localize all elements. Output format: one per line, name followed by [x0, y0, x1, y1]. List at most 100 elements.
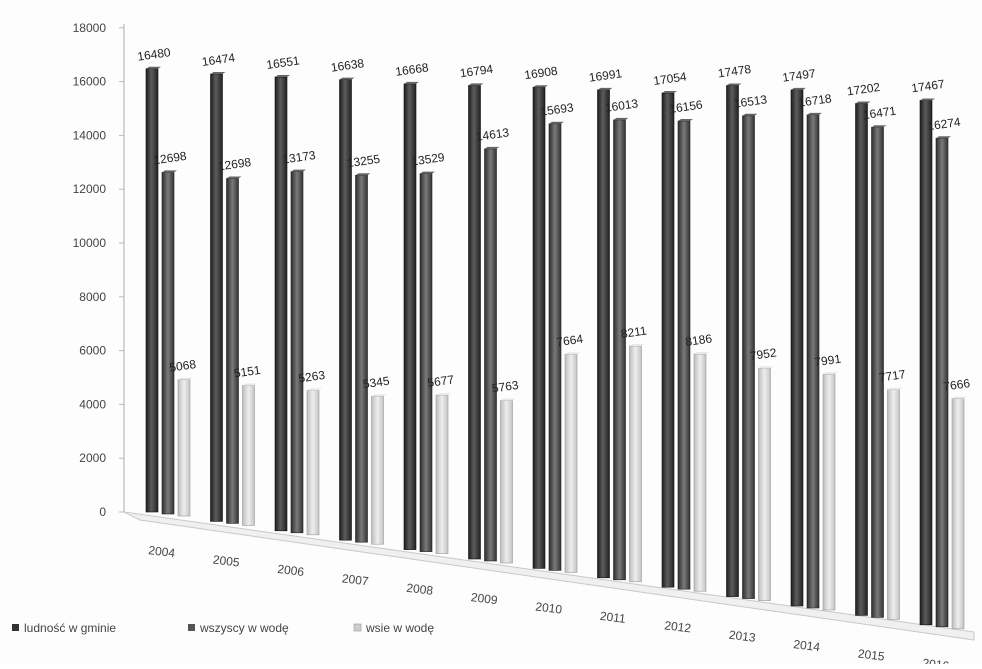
data-label-series0-2010: 16908 [523, 64, 558, 83]
bar-top-series2-2014 [823, 372, 838, 375]
bar-series1-2006 [290, 171, 304, 534]
bar-top-series2-2013 [758, 366, 774, 369]
y-tick-label: 0 [99, 505, 106, 519]
data-label-series0-2014: 17497 [781, 66, 816, 85]
bar-series0-2011 [597, 89, 610, 579]
data-label-series1-2013: 16513 [733, 92, 768, 111]
data-label-series0-2011: 16991 [588, 66, 623, 85]
bar-series2-2012 [693, 353, 707, 592]
bar-top-series1-2011 [613, 117, 629, 120]
bar-top-series2-2010 [565, 352, 580, 355]
y-tick-label: 10000 [73, 236, 107, 250]
bar-top-series2-2006 [307, 388, 322, 391]
bar-top-series0-2008 [404, 81, 419, 84]
bar-series0-2008 [403, 83, 417, 550]
data-label-series2-2010: 7664 [555, 332, 584, 350]
bar-series2-2005 [242, 385, 255, 526]
bar-top-series0-2007 [339, 77, 355, 80]
legend-swatch-1 [188, 624, 195, 631]
x-tick-label-2010: 2010 [535, 599, 564, 616]
data-label-series0-2004: 16480 [136, 45, 171, 64]
bar-top-series2-2015 [887, 387, 903, 390]
data-label-series1-2012: 16156 [668, 97, 703, 116]
x-tick-label-2008: 2008 [406, 581, 435, 598]
bar-top-series2-2004 [178, 377, 193, 380]
bar-top-series0-2015 [855, 101, 871, 104]
x-tick-label-2015: 2015 [857, 646, 886, 663]
x-tick-label-2016: 2016 [922, 656, 951, 664]
bar-series2-2011 [629, 345, 642, 583]
x-tick-label-2014: 2014 [793, 637, 822, 654]
bar-top-series1-2004 [162, 170, 177, 173]
bar-series2-2006 [306, 390, 320, 536]
x-tick-label-2004: 2004 [148, 543, 177, 560]
data-label-series1-2011: 16013 [604, 96, 639, 115]
legend-item-0: ludność w gminie [12, 621, 116, 635]
x-tick-label-2013: 2013 [728, 628, 757, 645]
bar-top-series0-2004 [146, 66, 161, 69]
bar-top-series0-2009 [468, 83, 484, 86]
data-labels: 16480 12698 5068 16474 12698 5151 16551 13173 52… [136, 45, 971, 395]
bar-series0-2004 [145, 68, 159, 513]
data-label-series1-2015: 16471 [862, 104, 897, 123]
bar-top-series0-2006 [275, 74, 290, 77]
bar-top-series2-2007 [371, 394, 387, 397]
bar-series2-2015 [887, 389, 900, 620]
legend-item-1: wszyscy w wodę [188, 621, 289, 635]
data-label-series2-2016: 7666 [942, 376, 971, 394]
legend-label-1: wszyscy w wodę [199, 621, 289, 635]
bar-series2-2010 [564, 353, 578, 573]
y-tick-labels: 0 2000 4000 6000 8000 10000 12000 14000 16000 180… [73, 21, 124, 519]
bar-top-series2-2011 [629, 343, 645, 346]
bar-top-series1-2008 [420, 171, 435, 174]
x-tick-label-2012: 2012 [664, 618, 693, 635]
bar-series2-2007 [371, 395, 384, 545]
bar-series1-2005 [226, 178, 239, 524]
bar-series1-2007 [355, 175, 368, 543]
data-label-series0-2005: 16474 [201, 50, 236, 69]
legend-swatch-0 [12, 624, 19, 631]
bar-series1-2010 [548, 123, 562, 571]
bar-top-series1-2009 [484, 146, 500, 149]
bar-top-series1-2006 [291, 169, 306, 172]
bar-top-series0-2013 [726, 83, 742, 86]
floor-plane [123, 511, 975, 641]
bar-top-series2-2005 [242, 383, 258, 386]
data-label-series2-2005: 5151 [233, 363, 262, 381]
x-tick-labels: 2004 2005 2006 2007 2008 2009 2010 2011 2012 2013… [148, 543, 951, 669]
data-label-series1-2016: 16274 [926, 115, 961, 134]
bar-top-series2-2009 [500, 398, 516, 401]
legend: ludność w gminie wszyscy w wodę wsie w w… [12, 621, 434, 635]
bar-top-series0-2016 [920, 98, 935, 101]
bar-series2-2014 [822, 373, 836, 611]
bar-top-series2-2008 [436, 392, 451, 395]
bar-top-series1-2007 [355, 173, 371, 176]
data-label-series2-2011: 8211 [620, 323, 648, 341]
bar-top-series1-2010 [549, 121, 564, 124]
bar-top-series2-2016 [952, 396, 967, 399]
legend-swatch-2 [353, 623, 362, 632]
bar-top-series0-2011 [597, 87, 613, 90]
bar-top-series0-2012 [662, 90, 677, 93]
bar-series2-2016 [951, 398, 965, 630]
bar-series1-2008 [419, 173, 433, 552]
data-label-series0-2016: 17467 [910, 77, 945, 96]
bar-series1-2004 [161, 172, 175, 515]
data-label-series0-2009: 16794 [459, 62, 494, 81]
y-tick-label: 2000 [79, 451, 106, 465]
data-label-series0-2006: 16551 [265, 53, 300, 72]
axes [123, 24, 975, 641]
y-tick-label: 12000 [73, 182, 107, 196]
data-label-series0-2007: 16638 [330, 56, 365, 75]
data-label-series2-2007: 5345 [362, 374, 391, 392]
data-label-series2-2004: 5068 [168, 357, 197, 375]
data-label-series2-2009: 5763 [491, 378, 520, 396]
y-tick-label: 16000 [73, 75, 107, 89]
bar-series0-2012 [661, 92, 675, 588]
data-label-series1-2007: 13255 [346, 152, 381, 171]
y-tick-label: 6000 [79, 344, 106, 358]
data-label-series2-2008: 5677 [426, 372, 455, 390]
y-tick-label: 18000 [73, 21, 107, 35]
